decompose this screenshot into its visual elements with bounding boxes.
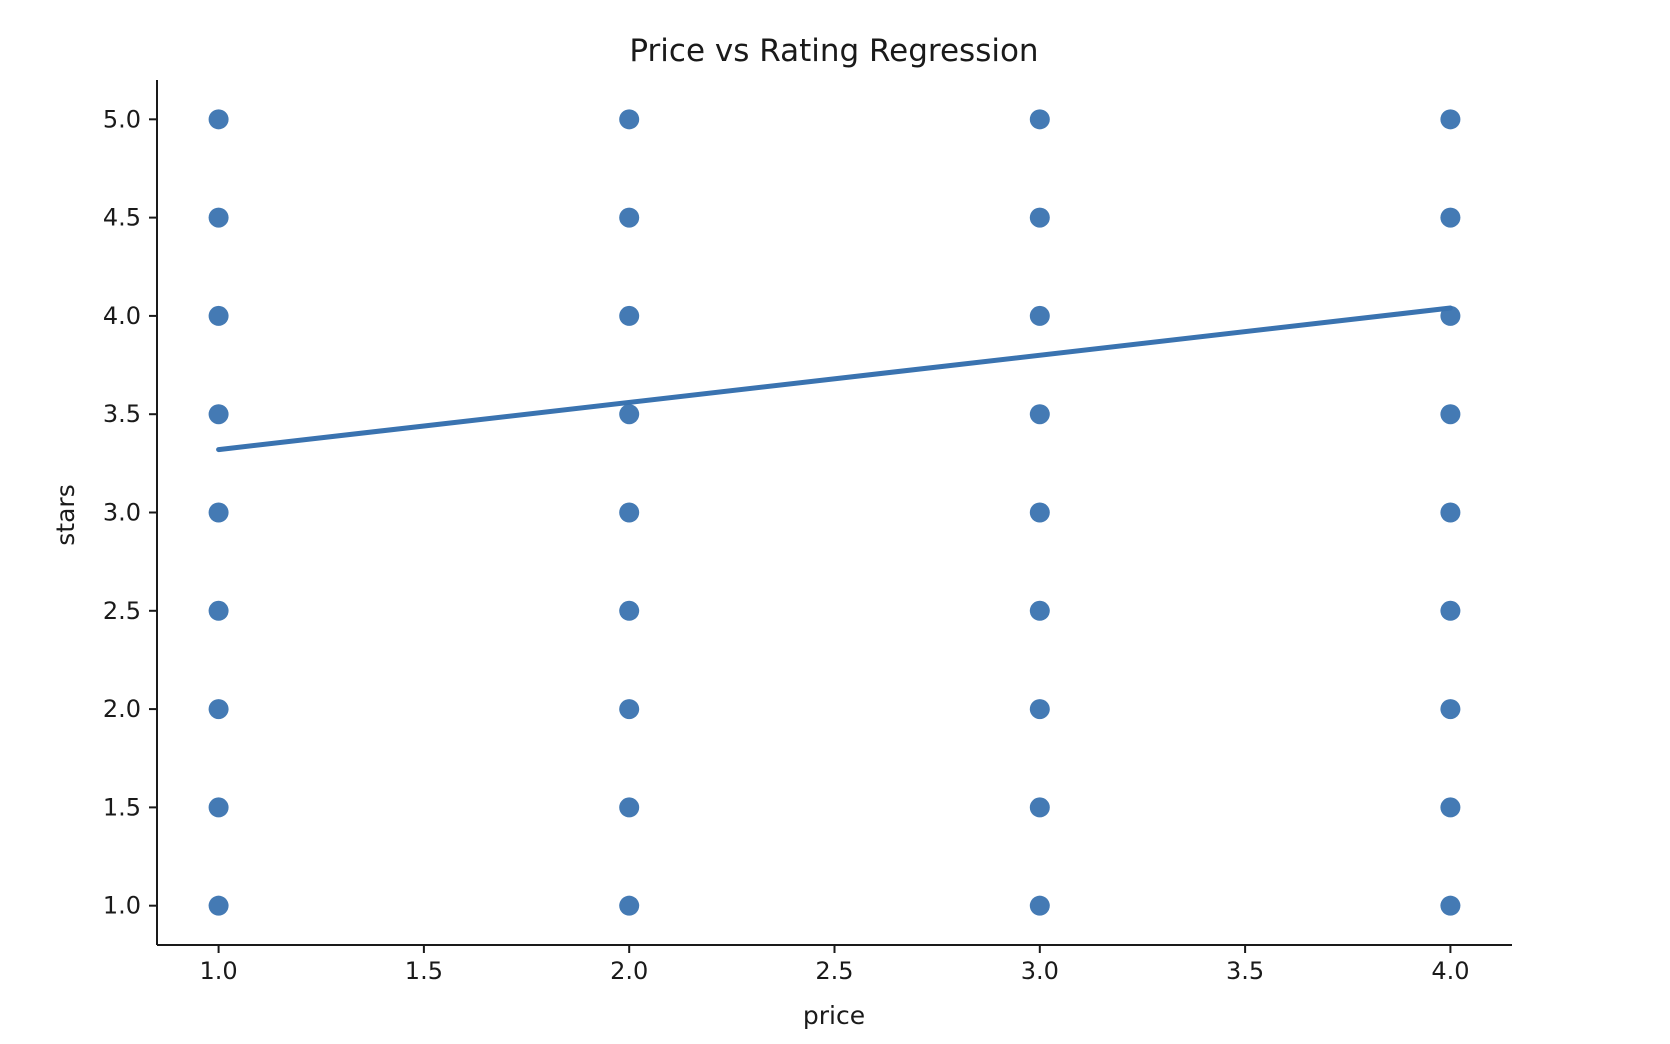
data-point — [1440, 109, 1461, 130]
x-tick-label: 4.0 — [1431, 957, 1469, 985]
x-axis-ticks: 1.0 1.5 2.0 2.5 3.0 3.5 4.0 — [200, 945, 1469, 985]
data-point — [1440, 502, 1461, 523]
y-tick-label: 1.0 — [103, 892, 141, 920]
data-point — [1029, 600, 1050, 621]
data-point — [208, 600, 229, 621]
data-point — [619, 109, 640, 130]
data-point — [619, 600, 640, 621]
y-tick-label: 4.5 — [103, 204, 141, 232]
data-point — [1440, 305, 1461, 326]
y-axis-label: stars — [51, 484, 80, 545]
y-tick-label: 2.5 — [103, 597, 141, 625]
y-tick-label: 4.0 — [103, 302, 141, 330]
data-point — [619, 502, 640, 523]
x-tick-label: 1.5 — [405, 957, 443, 985]
y-axis-ticks: 1.0 1.5 2.0 2.5 3.0 3.5 4.0 4.5 5.0 — [103, 105, 157, 920]
data-point — [208, 502, 229, 523]
y-tick-label: 5.0 — [103, 105, 141, 133]
x-tick-label: 1.0 — [200, 957, 238, 985]
data-point — [1029, 109, 1050, 130]
data-point — [208, 404, 229, 425]
regression-line — [216, 305, 1453, 453]
data-point — [1029, 404, 1050, 425]
data-point — [208, 699, 229, 720]
data-point — [1440, 895, 1461, 916]
x-axis-label: price — [803, 1001, 865, 1030]
data-point — [208, 305, 229, 326]
data-point — [208, 109, 229, 130]
regression-line-group — [216, 305, 1453, 453]
data-point — [619, 699, 640, 720]
x-tick-label: 3.5 — [1226, 957, 1264, 985]
data-point — [1029, 502, 1050, 523]
data-point — [208, 797, 229, 818]
data-point — [208, 207, 229, 228]
x-tick-label: 2.0 — [610, 957, 648, 985]
data-point — [1440, 207, 1461, 228]
y-tick-label: 3.5 — [103, 400, 141, 428]
data-point — [1029, 699, 1050, 720]
data-point — [1440, 797, 1461, 818]
data-point — [1029, 895, 1050, 916]
data-point — [1029, 797, 1050, 818]
y-tick-label: 2.0 — [103, 695, 141, 723]
data-point — [1029, 207, 1050, 228]
x-tick-label: 3.0 — [1021, 957, 1059, 985]
y-tick-label: 1.5 — [103, 793, 141, 821]
chart-title: Price vs Rating Regression — [629, 33, 1038, 69]
data-point — [1440, 404, 1461, 425]
data-point — [1440, 600, 1461, 621]
x-tick-label: 2.5 — [815, 957, 853, 985]
data-point — [1440, 699, 1461, 720]
data-point — [619, 797, 640, 818]
y-tick-label: 3.0 — [103, 499, 141, 527]
data-point — [1029, 305, 1050, 326]
data-point — [619, 207, 640, 228]
scatter-points — [208, 109, 1461, 916]
data-point — [619, 895, 640, 916]
data-point — [619, 305, 640, 326]
data-point — [619, 404, 640, 425]
data-point — [208, 895, 229, 916]
